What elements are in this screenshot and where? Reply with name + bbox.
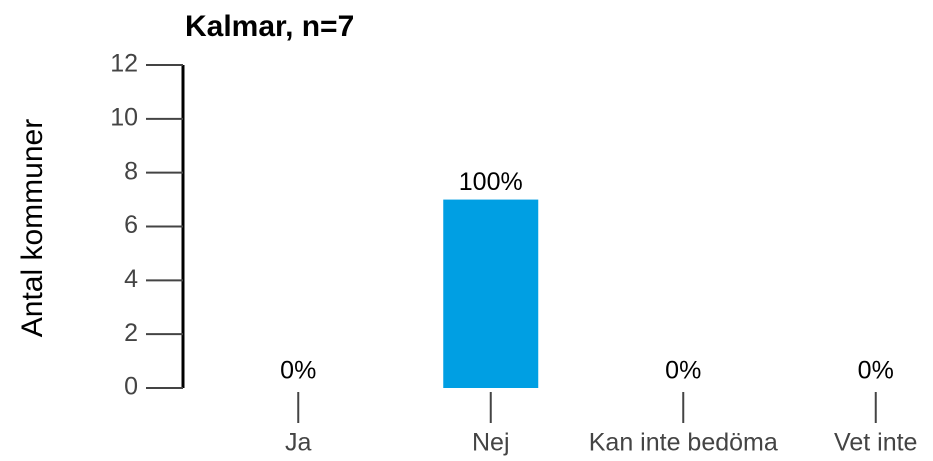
y-tick-label: 12 [110, 50, 138, 78]
chart-title: Kalmar, n=7 [185, 10, 354, 43]
y-tick-label: 0 [124, 373, 138, 401]
y-tick-label: 2 [124, 319, 138, 347]
value-label: 100% [459, 168, 523, 196]
bar [443, 199, 539, 388]
x-tick-label: Kan inte bedöma [589, 429, 778, 457]
x-tick-label: Ja [285, 429, 312, 457]
y-tick-label: 6 [124, 211, 138, 239]
value-label: 0% [280, 357, 316, 385]
y-axis-label: Antal kommuner [16, 119, 49, 337]
y-tick-label: 10 [110, 103, 138, 131]
value-label: 0% [858, 357, 894, 385]
x-tick-label: Nej [472, 429, 510, 457]
value-label: 0% [665, 357, 701, 385]
x-tick-label: Vet inte [834, 429, 917, 457]
y-tick-label: 4 [124, 265, 138, 293]
y-tick-label: 8 [124, 157, 138, 185]
